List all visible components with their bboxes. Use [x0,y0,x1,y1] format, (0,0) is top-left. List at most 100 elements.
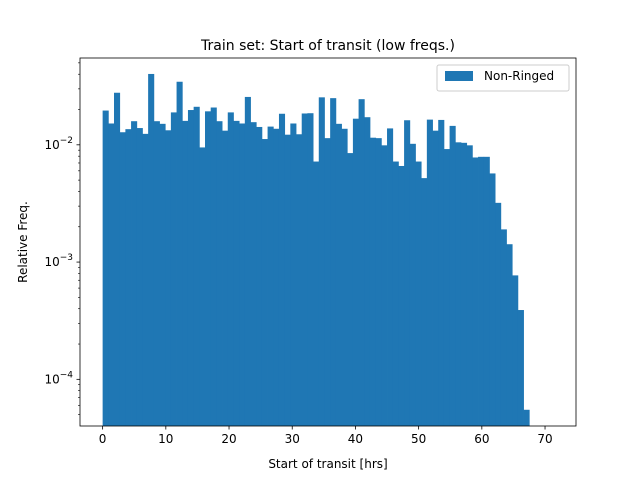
histogram-bar [392,161,399,427]
histogram-bar [483,156,490,426]
histogram-bar [472,157,479,426]
histogram-bar [489,173,496,426]
histogram-bar [421,178,428,426]
histogram-bar [182,120,189,426]
x-tick-label: 30 [285,432,300,446]
histogram-bar [193,106,200,426]
histogram-bar [381,145,388,426]
histogram-bar [233,120,240,426]
histogram-bar [261,139,268,427]
histogram-bar [216,121,223,426]
histogram-bar [352,118,359,426]
x-tick-label: 70 [537,432,552,446]
histogram-bar [449,125,456,426]
x-tick-label: 0 [99,432,107,446]
histogram-bar [409,143,416,426]
histogram-bar [142,133,149,427]
histogram-bar [250,122,257,427]
histogram-bar [404,120,411,426]
histogram-bar [244,96,251,426]
histogram-bar [170,112,177,427]
y-tick-label: 10−3 [44,253,73,269]
histogram-bar [358,99,365,427]
histogram-bar [495,202,502,426]
histogram-bar [102,110,109,427]
histogram-bar [460,142,468,426]
histogram-bar [187,110,195,426]
histogram-bar [273,128,280,426]
histogram-bar [512,275,519,426]
histogram-bar [506,244,513,426]
x-tick-label: 50 [411,432,426,446]
histogram-bar [278,113,286,426]
histogram-bar [438,119,445,427]
histogram-bar [369,137,377,426]
histogram-bar [239,123,246,427]
histogram-bar [148,73,155,427]
histogram-bar [296,134,303,426]
histogram-bar [108,123,115,427]
histogram-bar [330,98,337,427]
histogram-bar [290,123,297,427]
histogram-bar [131,121,138,426]
histogram-bar [415,161,422,427]
y-tick-label: 10−4 [44,370,73,386]
histogram-bar [364,117,371,426]
y-tick-exponent: −3 [60,253,73,263]
histogram-bar [478,156,485,426]
legend-swatch [445,71,473,81]
y-tick-exponent: −2 [60,136,73,146]
histogram-bar [455,142,462,426]
histogram-bar [159,123,166,426]
histogram-bar [432,130,439,426]
y-tick-base: 10 [44,372,59,386]
histogram-bar [119,132,126,427]
histogram-bar [176,81,183,426]
x-axis-ticks: 0 10 20 30 40 50 60 70 [99,426,553,446]
y-axis-ticks: 10−210−310−4 [44,62,80,415]
histogram-bar [335,123,342,426]
histogram-bar [301,113,308,427]
histogram-bar [443,149,450,426]
histogram-bar [426,119,433,427]
histogram-bar [153,121,160,426]
histogram-bar [114,92,121,426]
legend: Non-Ringed [436,64,570,92]
histogram-bar [523,409,530,426]
histogram-bar [387,128,394,426]
y-axis-label: Relative Freq. [16,201,30,283]
x-axis-label: Start of transit [hrs] [268,457,387,471]
x-tick-label: 60 [474,432,489,446]
y-tick-base: 10 [44,138,59,152]
histogram-bar [267,126,274,426]
x-tick-label: 20 [221,432,236,446]
axes-frame [79,57,577,427]
y-tick-exponent: −4 [60,370,74,380]
legend-label: Non-Ringed [484,69,554,83]
histogram-bar [466,145,473,426]
y-tick-base: 10 [44,255,59,269]
histogram-bar [517,310,524,426]
chart-title: Train set: Start of transit (low freqs.) [200,38,455,54]
histogram-bar [199,147,206,426]
x-tick-label: 40 [348,432,363,446]
histogram-bar [341,128,348,426]
histogram-bar [136,128,143,427]
histogram-bar [375,138,382,426]
histogram-bar [347,153,354,426]
histogram-bar [256,126,263,427]
histogram-bar [313,161,320,427]
histogram-bar [318,97,325,426]
histogram-bar [165,130,172,427]
histogram-bar [210,107,217,427]
histogram-bar [398,165,405,427]
histogram-bar [307,113,314,427]
histogram-bar [205,111,212,426]
histogram-bar [227,112,234,427]
histogram-bars [102,73,530,427]
histogram-bar [500,229,507,426]
x-tick-label: 10 [158,432,173,446]
y-tick-label: 10−2 [44,136,73,152]
histogram-bar [284,134,291,426]
